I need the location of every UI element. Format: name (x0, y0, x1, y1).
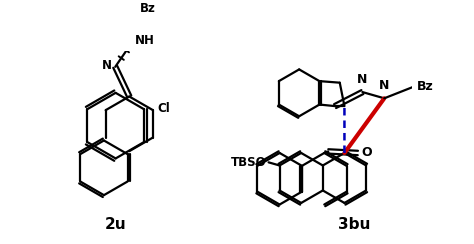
Text: O: O (361, 146, 372, 160)
Text: 2u: 2u (105, 217, 127, 232)
Text: Bz: Bz (417, 80, 434, 93)
Text: Bz: Bz (140, 2, 156, 15)
Text: NH: NH (135, 34, 155, 47)
Text: 3bu: 3bu (337, 217, 370, 232)
Text: N: N (379, 79, 390, 92)
Text: Cl: Cl (157, 102, 170, 115)
Text: N: N (357, 73, 368, 86)
Text: N: N (102, 59, 112, 72)
Text: TBSO: TBSO (231, 156, 266, 169)
